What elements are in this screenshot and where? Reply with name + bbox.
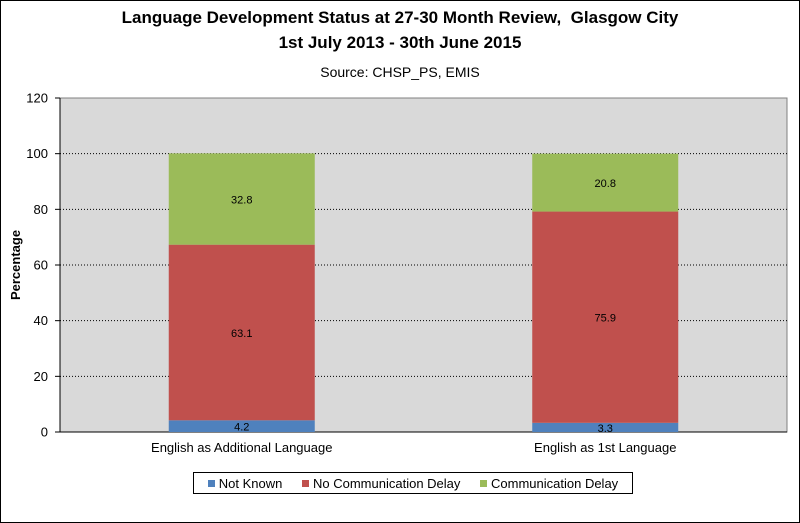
legend-item-communication-delay: Communication Delay: [480, 476, 618, 491]
data-label-2-1: 20.8: [595, 178, 616, 190]
legend-swatch-no-communication-delay: [302, 479, 309, 487]
legend-item-not-known: Not Known: [207, 475, 283, 491]
x-tick-label-0: English as Additional Language: [151, 440, 332, 455]
y-tick-label: 0: [41, 425, 48, 440]
bar-0-0: [168, 420, 315, 432]
x-tick-label-1: English as 1st Language: [534, 440, 676, 455]
legend-label-communication-delay: Communication Delay: [491, 475, 619, 491]
bar-1-1: [532, 211, 679, 423]
y-tick-label: 20: [34, 369, 48, 384]
bar-2-0: [168, 153, 315, 245]
bar-2-1: [532, 153, 679, 212]
y-tick-label: 60: [34, 258, 48, 273]
y-axis-title: Percentage: [8, 230, 23, 300]
y-tick-label: 40: [34, 313, 48, 328]
y-tick-label: 80: [34, 202, 48, 217]
stacked-bar-chart: 0 20 40 60 80 100 120 Percentage 4.2 63.1 32.8 Engl…: [8, 91, 788, 455]
chart-subtitle: Source: CHSP_PS, EMIS: [320, 64, 480, 80]
data-label-0-0: 4.2: [234, 422, 249, 434]
chart-title-line-1: Language Development Status at 27-30 Mon…: [121, 8, 679, 27]
bar-0-1: [532, 422, 679, 432]
data-label-0-1: 3.3: [598, 423, 613, 435]
chart-legend: Not Known No Communication Delay Communi…: [193, 472, 633, 494]
bar-1-0: [168, 244, 315, 421]
y-tick-label: 120: [26, 91, 48, 106]
legend-swatch-not-known: [207, 479, 215, 487]
data-label-1-0: 63.1: [231, 328, 252, 340]
legend-label-not-known: Not Known: [218, 475, 283, 491]
y-tick-label: 100: [26, 146, 48, 161]
chart-title-line-2: 1st July 2013 - 30th June 2015: [278, 33, 522, 52]
legend-item-no-communication-delay: No Communication Delay: [302, 476, 460, 491]
data-label-1-1: 75.9: [595, 313, 616, 325]
data-label-2-0: 32.8: [231, 195, 252, 207]
legend-label-no-communication-delay: No Communication Delay: [313, 475, 461, 491]
legend-swatch-communication-delay: [480, 479, 488, 487]
